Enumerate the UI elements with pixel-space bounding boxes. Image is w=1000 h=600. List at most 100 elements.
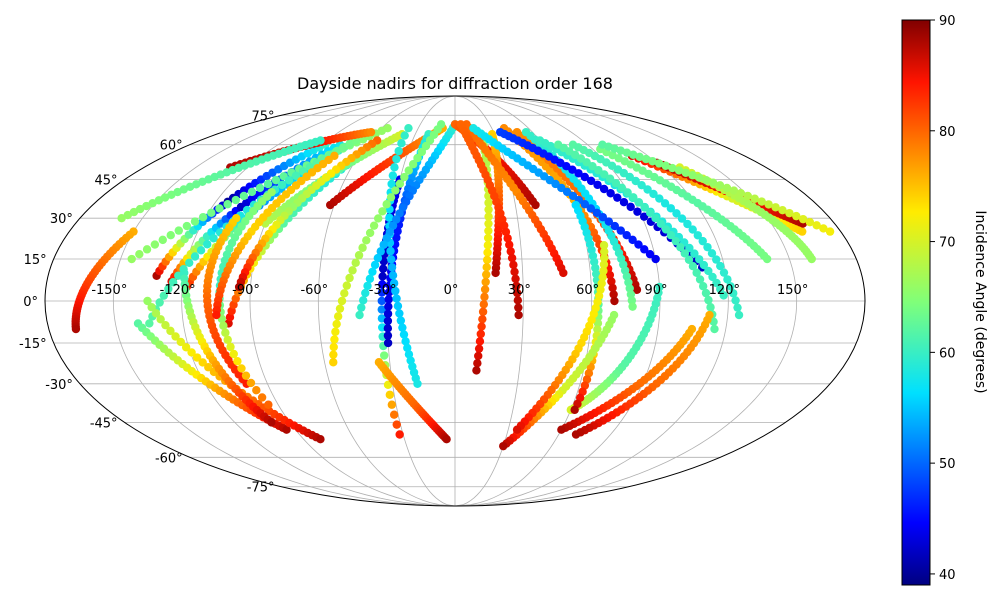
data-point — [672, 209, 681, 218]
map-boundary — [44, 95, 866, 507]
data-point — [316, 435, 325, 444]
data-point — [599, 184, 609, 194]
data-point — [629, 150, 638, 159]
lon-tick-label: -90° — [232, 283, 260, 298]
graticule — [45, 95, 865, 507]
data-point — [362, 236, 371, 245]
data-point — [339, 143, 348, 152]
data-point — [291, 171, 301, 180]
data-point — [645, 208, 655, 217]
data-point — [223, 200, 232, 209]
data-point — [512, 281, 521, 291]
data-point — [395, 309, 404, 318]
data-point — [598, 212, 608, 222]
data-point — [385, 227, 395, 237]
data-point — [704, 295, 713, 305]
data-point — [382, 200, 391, 209]
data-point — [159, 291, 169, 300]
data-point — [387, 263, 397, 272]
data-point — [382, 234, 391, 243]
data-point — [571, 430, 581, 439]
data-point — [181, 343, 191, 352]
colorbar-tick-label: 60 — [939, 346, 956, 361]
data-point — [688, 171, 697, 180]
lat-tick-label: 45° — [95, 174, 118, 189]
data-point — [719, 291, 728, 300]
data-point — [198, 358, 207, 367]
meridian-line — [112, 95, 456, 507]
data-point — [384, 295, 393, 304]
data-point — [771, 203, 780, 212]
data-point — [706, 303, 715, 312]
data-point — [390, 163, 399, 172]
data-point — [365, 274, 375, 283]
colorbar-tick-label: 90 — [939, 14, 956, 29]
data-point — [358, 243, 367, 252]
data-point — [401, 337, 410, 346]
data-point — [355, 310, 364, 320]
data-point — [221, 328, 230, 337]
data-point — [387, 400, 397, 409]
data-point — [606, 189, 615, 198]
data-point — [226, 342, 235, 352]
data-point — [361, 288, 370, 298]
data-point — [607, 277, 616, 286]
data-point — [198, 212, 208, 222]
data-point — [501, 227, 511, 237]
data-point — [592, 208, 602, 217]
data-point — [477, 322, 486, 331]
data-point — [634, 198, 644, 207]
data-point — [368, 267, 377, 276]
data-point — [762, 254, 772, 264]
data-point — [337, 296, 347, 306]
data-point — [792, 211, 801, 221]
data-point — [171, 332, 180, 341]
data-point — [695, 275, 705, 284]
data-point — [649, 189, 658, 199]
data-point — [641, 154, 651, 164]
data-point — [733, 303, 742, 312]
data-point — [400, 131, 409, 140]
data-point — [695, 173, 704, 182]
lat-tick-label: 0° — [23, 295, 38, 310]
data-point — [812, 221, 821, 230]
data-point — [366, 127, 376, 137]
data-point — [610, 221, 620, 231]
data-point — [702, 175, 711, 185]
data-point — [484, 205, 493, 214]
data-point — [629, 193, 638, 202]
data-point — [404, 166, 413, 175]
data-point — [483, 233, 493, 243]
data-point — [695, 255, 704, 264]
lat-tick-label: -75° — [247, 481, 275, 496]
data-point — [478, 314, 487, 324]
data-point — [392, 294, 401, 303]
data-point — [483, 248, 492, 257]
data-point — [388, 171, 398, 180]
data-point — [365, 228, 375, 238]
lon-tick-label: 150° — [777, 283, 808, 298]
data-point — [384, 302, 393, 311]
data-point — [597, 279, 606, 288]
data-point — [651, 213, 660, 223]
data-point — [385, 390, 395, 399]
data-point — [623, 188, 632, 197]
data-point — [335, 304, 345, 313]
data-point — [580, 200, 590, 209]
data-point — [476, 329, 485, 339]
data-point — [388, 271, 398, 280]
data-point — [640, 203, 649, 212]
colorbar-tick-label: 80 — [939, 125, 956, 140]
data-point — [247, 187, 257, 197]
data-point — [698, 236, 707, 246]
scatter-points — [71, 120, 835, 451]
data-point — [723, 275, 732, 284]
data-point — [703, 242, 712, 252]
data-point — [387, 255, 396, 264]
data-point — [389, 410, 399, 419]
colorbar-tick-label: 40 — [939, 568, 956, 583]
data-point — [716, 261, 725, 271]
data-point — [231, 195, 240, 205]
data-point — [586, 204, 596, 213]
